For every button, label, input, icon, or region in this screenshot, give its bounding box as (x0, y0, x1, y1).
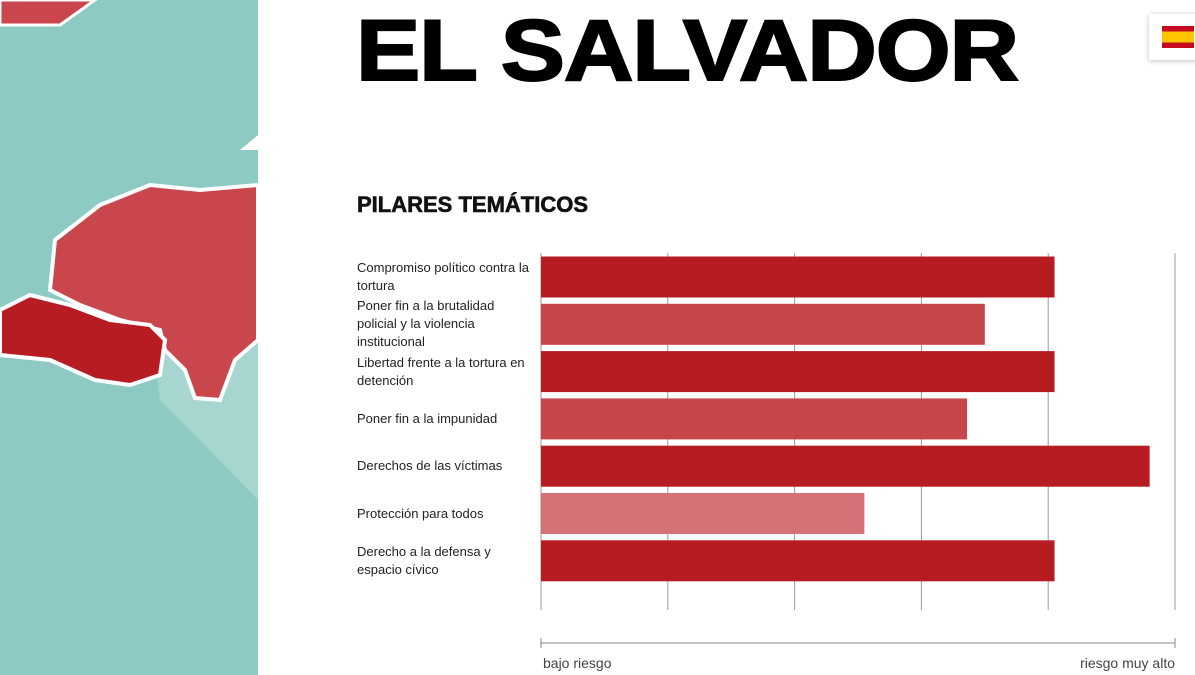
language-flag[interactable] (1149, 14, 1195, 60)
bar (541, 445, 1150, 487)
page-title: EL SALVADOR (355, 3, 1020, 99)
bar (541, 351, 1055, 393)
section-title: PILARES TEMÁTICOS (357, 192, 589, 218)
bar (541, 493, 865, 534)
scale-label-low: bajo riesgo (543, 655, 612, 671)
bar (541, 540, 1055, 582)
map (0, 0, 258, 675)
category-label: Compromiso político contra la tortura (357, 260, 529, 293)
category-label: Poner fin a la impunidad (357, 410, 498, 426)
bar (541, 303, 985, 345)
category-label: Poner fin a la brutalidad policial y la … (357, 298, 495, 350)
category-label: Derechos de las víctimas (357, 458, 503, 474)
bar (541, 256, 1055, 298)
category-label: Libertad frente a la tortura en detenció… (357, 354, 525, 388)
scale-label-high: riesgo muy alto (1080, 655, 1175, 671)
bar (541, 398, 968, 440)
flag-icon (1162, 26, 1194, 48)
category-label: Derecho a la defensa y espacio cívico (357, 543, 491, 577)
category-label: Protección para todos (357, 505, 484, 521)
